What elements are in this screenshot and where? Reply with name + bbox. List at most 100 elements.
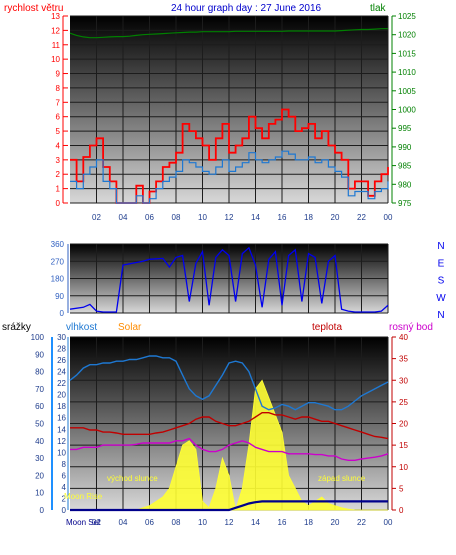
wind-speed-tick-label: 2	[56, 170, 61, 179]
temperature-x-tick-label: 06	[145, 518, 154, 527]
temperature-x-tick-label: 20	[331, 518, 340, 527]
series-temperature	[70, 412, 389, 440]
humidity-axis-tick-label: 12	[57, 437, 66, 446]
temperature-tick-label: 40	[399, 333, 408, 342]
wind-speed-tick-label: 13	[51, 12, 60, 21]
pressure-tick-label: 975	[398, 199, 412, 208]
series-dew-point	[70, 437, 389, 461]
rain-axis-tick-label: 80	[35, 368, 44, 377]
wind-x-tick-label: 20	[331, 213, 340, 222]
pressure-tick-label: 1025	[398, 12, 416, 21]
series-average	[70, 150, 389, 204]
wind-direction-series	[69, 246, 389, 313]
pressure-axis-label: tlak	[370, 3, 387, 14]
temperature-tick-label: 35	[399, 355, 408, 364]
pressure-tick-label: 1010	[398, 68, 416, 77]
dew-point-axis-label: rosný bod	[389, 322, 433, 333]
compass-label: W	[436, 293, 446, 304]
pressure-tick-label: 1000	[398, 106, 416, 115]
humidity-temperature-axes: 0102030405060708090100024681012141618202…	[31, 333, 409, 527]
wind-pressure-panel: 0123456789101112139759809859909951000100…	[4, 3, 416, 222]
humidity-axis-tick-label: 20	[57, 391, 66, 400]
wind-speed-tick-label: 9	[56, 70, 61, 79]
series-humidity	[69, 355, 389, 411]
wind-pressure-axes: 0123456789101112139759809859909951000100…	[51, 12, 416, 222]
wind-x-tick-label: 06	[145, 213, 154, 222]
wind-speed-axis-label: rychlost větru	[4, 3, 63, 14]
pressure-tick-label: 1005	[398, 87, 416, 96]
wind-speed-tick-label: 6	[56, 113, 61, 122]
temperature-tick-label: 15	[399, 441, 408, 450]
temperature-x-tick-label: 04	[119, 518, 128, 527]
humidity-axis-tick-label: 14	[57, 425, 66, 434]
sunrise-annotation: východ slunce	[107, 474, 158, 483]
series-daylight	[70, 500, 388, 512]
humidity-axis-tick-label: 4	[62, 483, 67, 492]
rain-axis-tick-label: 10	[35, 489, 44, 498]
wind-pressure-series	[69, 28, 389, 204]
solar-axis-label: Solar	[118, 322, 142, 333]
temperature-tick-label: 20	[399, 420, 408, 429]
temperature-x-tick-label: 14	[251, 518, 260, 527]
rain-axis-tick-label: 20	[35, 471, 44, 480]
compass-label: N	[437, 241, 444, 252]
direction-tick-label: 0	[60, 309, 65, 318]
wind-speed-tick-label: 1	[56, 185, 61, 194]
temperature-x-tick-label: 02	[92, 518, 101, 527]
temperature-tick-label: 0	[399, 506, 404, 515]
compass-label: E	[438, 258, 445, 269]
rain-axis-tick-label: 0	[40, 506, 45, 515]
wind-x-tick-label: 22	[357, 213, 366, 222]
humidity-axis-tick-label: 30	[57, 333, 66, 342]
humidity-axis-tick-label: 6	[62, 471, 67, 480]
direction-tick-label: 90	[55, 292, 64, 301]
pressure-tick-label: 985	[398, 162, 412, 171]
humidity-axis-tick-label: 10	[57, 448, 66, 457]
pressure-tick-label: 980	[398, 180, 412, 189]
temperature-x-tick-label: 00	[384, 518, 393, 527]
pressure-tick-label: 1020	[398, 31, 416, 40]
pressure-tick-label: 1015	[398, 49, 416, 58]
humidity-axis-tick-label: 16	[57, 414, 66, 423]
rain-axis-tick-label: 100	[31, 333, 45, 342]
wind-speed-tick-label: 0	[56, 199, 61, 208]
rain-axis-tick-label: 40	[35, 437, 44, 446]
temperature-x-tick-label: 10	[198, 518, 207, 527]
rain-axis-tick-label: 50	[35, 420, 44, 429]
temperature-x-tick-label: 16	[278, 518, 287, 527]
wind-x-tick-label: 08	[172, 213, 181, 222]
humidity-temperature-series	[69, 355, 389, 512]
wind-speed-tick-label: 7	[56, 98, 61, 107]
humidity-axis-tick-label: 18	[57, 402, 66, 411]
humidity-axis-tick-label: 2	[62, 494, 67, 503]
temperature-x-tick-label: 22	[357, 518, 366, 527]
wind-speed-tick-label: 4	[56, 141, 61, 150]
wind-direction-axes: 0 N 90 W 180 S 270 E 360 N	[51, 240, 447, 321]
compass-label: S	[438, 276, 445, 287]
moon-set-annotation: Moon Set	[66, 518, 101, 527]
wind-direction-panel: 0 N 90 W 180 S 270 E 360 N	[51, 240, 447, 321]
moon-rise-annotation: Moon Rise	[64, 492, 103, 501]
wind-x-tick-label: 16	[278, 213, 287, 222]
rain-axis-tick-label: 30	[35, 454, 44, 463]
wind-x-tick-label: 02	[92, 213, 101, 222]
rain-axis-label: srážky	[2, 322, 31, 333]
rain-axis-tick-label: 70	[35, 385, 44, 394]
wind-x-tick-label: 10	[198, 213, 207, 222]
series-wind-direction	[69, 246, 389, 313]
wind-x-tick-label: 00	[384, 213, 393, 222]
temperature-x-tick-label: 12	[225, 518, 234, 527]
direction-tick-label: 180	[51, 275, 65, 284]
humidity-axis-tick-label: 26	[57, 356, 66, 365]
temperature-tick-label: 25	[399, 398, 408, 407]
sunset-annotation: západ slunce	[318, 474, 366, 483]
temperature-tick-label: 30	[399, 376, 408, 385]
humidity-axis-tick-label: 24	[57, 368, 66, 377]
compass-label: N	[437, 310, 444, 321]
humidity-axis-tick-label: 28	[57, 345, 66, 354]
temperature-x-tick-label: 18	[304, 518, 313, 527]
wind-x-tick-label: 12	[225, 213, 234, 222]
humidity-axis-label: vlhkost	[66, 322, 97, 333]
pressure-tick-label: 990	[398, 143, 412, 152]
